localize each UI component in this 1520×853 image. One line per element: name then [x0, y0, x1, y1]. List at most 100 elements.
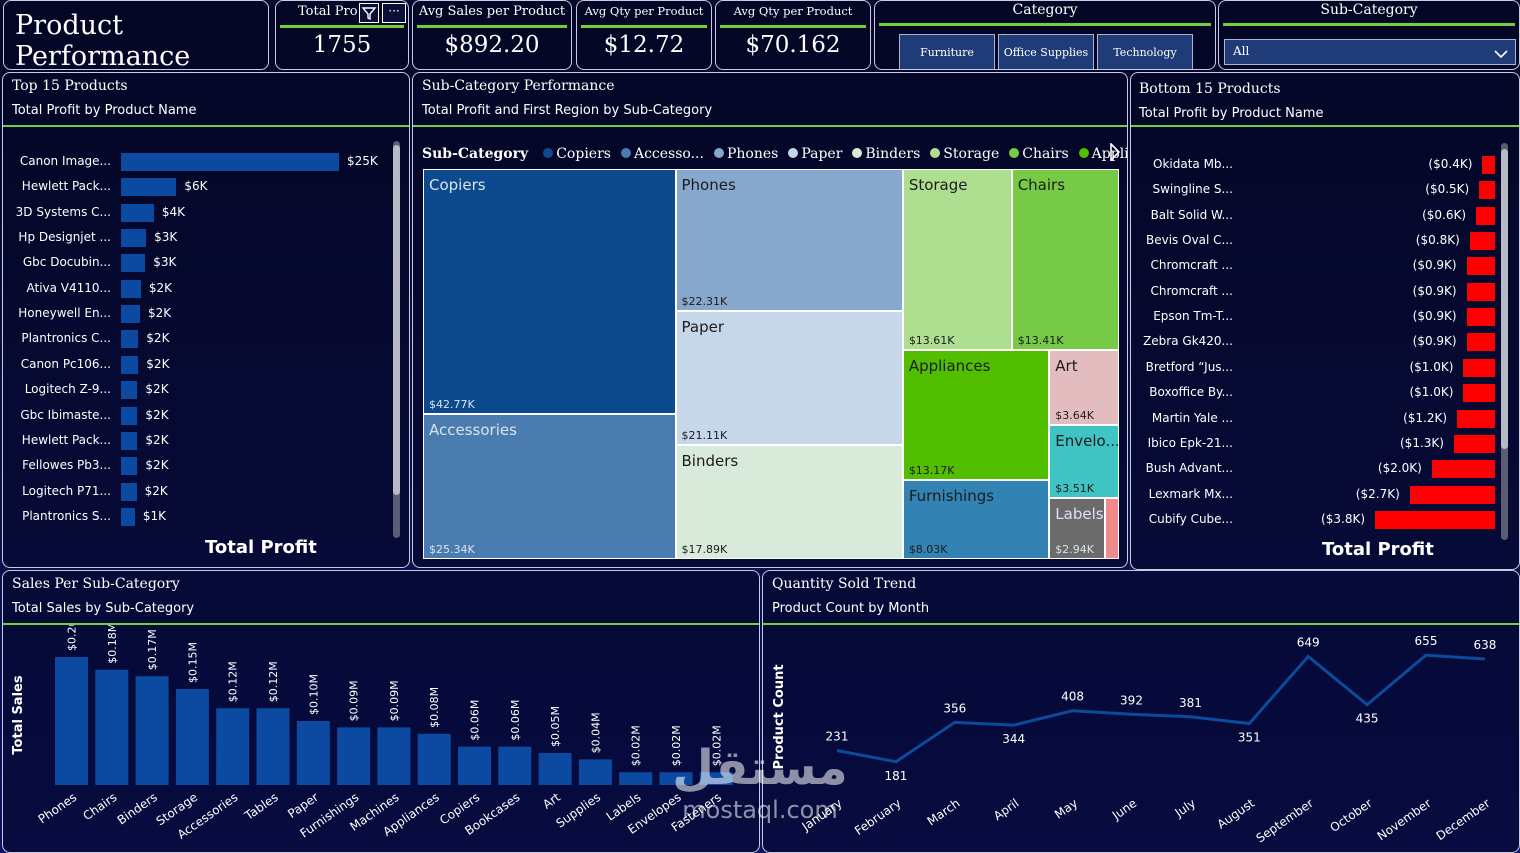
- bar-value-label: ($0.8K): [1415, 233, 1460, 248]
- bar-value-label: ($0.5K): [1425, 182, 1470, 197]
- bar[interactable]: [417, 733, 451, 785]
- bar-category-label: Cubify Cube...: [1148, 511, 1233, 526]
- bar[interactable]: [135, 676, 169, 785]
- legend-item[interactable]: Appliances: [1078, 146, 1127, 162]
- bar-value-label: $0.09M: [388, 680, 401, 721]
- chevron-right-icon[interactable]: [1109, 143, 1121, 161]
- treemap-cell-name: Storage: [908, 176, 968, 194]
- treemap-cell-name: Furnishings: [908, 486, 995, 505]
- treemap-cell[interactable]: Labels $2.94K: [1049, 498, 1105, 559]
- bar-value-label: $2K: [145, 458, 169, 473]
- treemap-cell-value: $22.31K: [681, 294, 728, 308]
- bar[interactable]: [175, 689, 209, 785]
- treemap-cell-name: Labels: [1055, 505, 1104, 524]
- treemap-cell-remainder[interactable]: [1105, 498, 1119, 559]
- bar[interactable]: [498, 746, 532, 785]
- bar[interactable]: [256, 708, 290, 785]
- bar: [1466, 257, 1495, 276]
- bar-value-label: $2K: [148, 306, 172, 321]
- bar-category-label: Gbc Ibimaste...: [20, 407, 111, 422]
- scrollbar-thumb[interactable]: [393, 145, 400, 495]
- bar-value-label: ($1.0K): [1409, 359, 1454, 374]
- treemap-cell[interactable]: Art $3.64K: [1049, 349, 1119, 426]
- legend-item[interactable]: Paper: [788, 146, 842, 162]
- legend-item[interactable]: Storage: [930, 146, 999, 162]
- bar-value-label: ($1.0K): [1409, 385, 1454, 400]
- x-tick-label: January: [799, 796, 845, 834]
- bar[interactable]: [95, 669, 129, 785]
- bar: [1463, 358, 1495, 377]
- category-option-technology[interactable]: Technology: [1097, 34, 1193, 69]
- bar-value-label: $0.10M: [307, 674, 320, 715]
- treemap-cell[interactable]: Appliances $13.17K: [902, 349, 1050, 480]
- bar-value-label: $3K: [153, 255, 177, 270]
- panel-divider: [763, 623, 1519, 625]
- kpi-avg-qty-1: Avg Qty per Product $12.72: [576, 0, 712, 70]
- bar[interactable]: [659, 772, 693, 785]
- bar[interactable]: [377, 727, 411, 785]
- subcategory-dropdown[interactable]: All: [1224, 39, 1516, 65]
- treemap-cell[interactable]: Storage $13.61K: [902, 169, 1012, 350]
- filter-icon[interactable]: [359, 3, 379, 23]
- treemap: Copiers $42.77K Accessories $25.34K Phones $2…: [423, 169, 1119, 559]
- bar[interactable]: [458, 746, 491, 785]
- treemap-cell[interactable]: Accessories $25.34K: [423, 413, 676, 559]
- subcategory-performance-panel: Sub-Category Performance Total Profit an…: [412, 72, 1128, 568]
- x-tick-label: December: [1434, 796, 1493, 843]
- data-label: 344: [1002, 732, 1025, 746]
- treemap-cell[interactable]: Paper $21.11K: [675, 310, 903, 446]
- data-label: 351: [1238, 731, 1261, 745]
- kpi-label: Avg Qty per Product: [733, 4, 853, 18]
- treemap-cell[interactable]: Phones $22.31K: [675, 169, 903, 311]
- treemap-cell[interactable]: Furnishings $8.03K: [902, 479, 1050, 559]
- bar-value-label: $2K: [145, 432, 169, 447]
- bar-category-label: Canon Image...: [19, 154, 111, 168]
- bar-value-label: $0.02M: [670, 725, 683, 766]
- bar[interactable]: [619, 772, 653, 785]
- bar-value-label: ($2.7K): [1355, 486, 1400, 501]
- treemap-cell-name: Accessories: [429, 420, 517, 439]
- panel-subtitle: Product Count by Month: [772, 601, 930, 616]
- legend-dot: [788, 148, 799, 158]
- bar-value-label: ($1.3K): [1400, 435, 1444, 450]
- category-option-office-supplies[interactable]: Office Supplies: [998, 34, 1094, 69]
- bar[interactable]: [216, 708, 250, 785]
- bar[interactable]: [578, 759, 612, 785]
- legend-item[interactable]: Chairs: [1009, 146, 1069, 162]
- bar-value-label: $0.18M: [106, 625, 119, 664]
- legend-item[interactable]: Accesso...: [620, 146, 704, 162]
- bar[interactable]: [296, 721, 330, 785]
- bar-category-label: Hewlett Pack...: [21, 432, 111, 447]
- bar[interactable]: [538, 753, 572, 785]
- bar[interactable]: [55, 657, 88, 785]
- bar-value-label: $0.06M: [469, 700, 482, 741]
- x-tick-label: Art: [540, 790, 563, 812]
- more-options-icon[interactable]: ···: [382, 3, 406, 23]
- quantity-line-chart: Product Count 231 January 181 February 356 Mar…: [772, 634, 1496, 845]
- legend-label: Phones: [726, 146, 779, 162]
- data-label: 638: [1473, 638, 1496, 652]
- treemap-cell[interactable]: Envelo... $3.51K: [1049, 425, 1119, 498]
- legend-item[interactable]: Copiers: [543, 146, 611, 162]
- kpi-value: $70.162: [745, 32, 841, 58]
- treemap-cell[interactable]: Chairs $13.41K: [1011, 169, 1119, 350]
- treemap-cell[interactable]: Copiers $42.77K: [423, 169, 676, 414]
- bar[interactable]: [699, 772, 733, 785]
- x-tick-label: March: [925, 796, 963, 828]
- treemap-cell[interactable]: Binders $17.89K: [675, 445, 903, 559]
- treemap-cell-value: $8.03K: [908, 542, 948, 556]
- bar-category-label: Fellowes Pb3...: [22, 458, 111, 473]
- bar-category-label: Chromcraft ...: [1150, 258, 1233, 273]
- bar-value-label: $25K: [347, 154, 378, 168]
- bar: [121, 229, 147, 248]
- legend-label: Copiers: [556, 146, 611, 162]
- bar-category-label: Ativa V4110...: [26, 280, 112, 295]
- data-label: 356: [943, 701, 966, 715]
- legend-item[interactable]: Binders: [852, 146, 920, 162]
- category-option-furniture[interactable]: Furniture: [899, 34, 995, 69]
- legend-item[interactable]: Phones: [713, 146, 779, 162]
- bar[interactable]: [337, 727, 371, 785]
- bar: [121, 507, 135, 526]
- scrollbar-thumb[interactable]: [1501, 149, 1508, 449]
- series-line[interactable]: [836, 653, 1485, 764]
